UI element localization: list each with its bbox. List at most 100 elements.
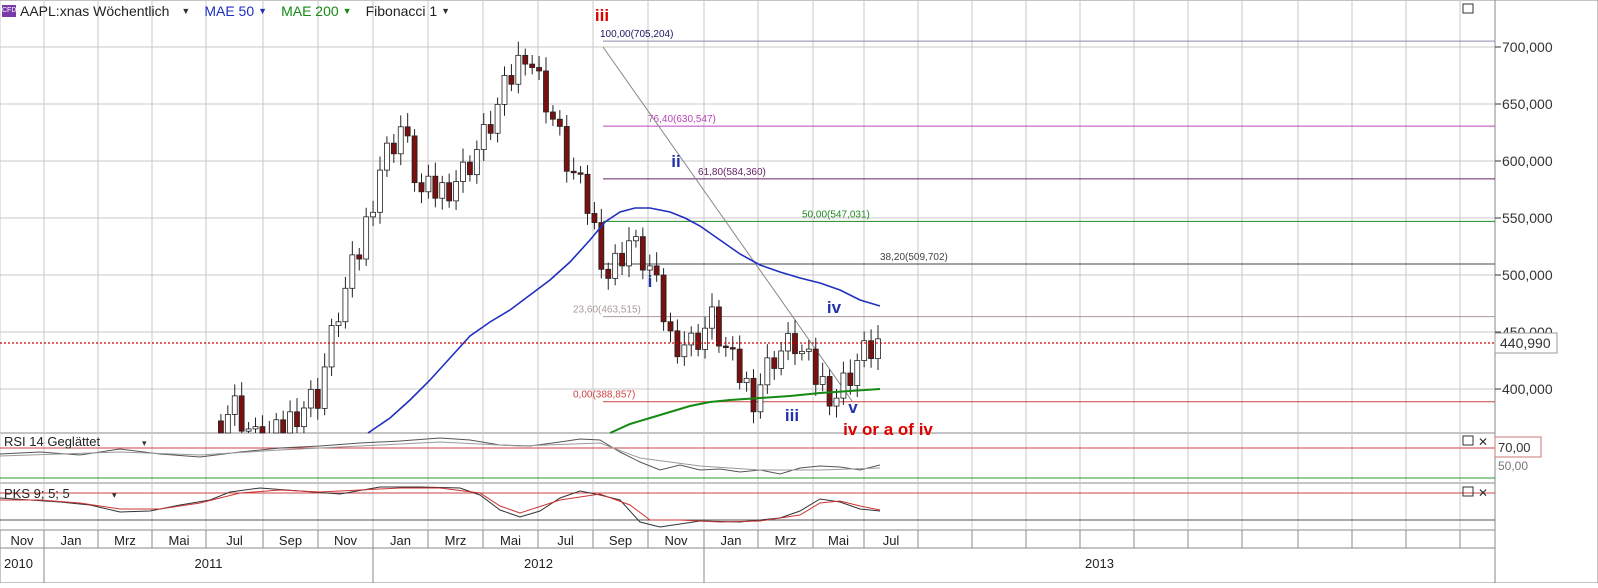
fib-level-label: 61,80(584,360) (698, 167, 766, 178)
maximize-rsi-icon[interactable] (1462, 435, 1474, 446)
month-tick-label: Jan (390, 533, 411, 548)
close-pks-icon[interactable]: ✕ (1478, 486, 1488, 500)
candle-down (294, 411, 300, 428)
candle-up (397, 126, 404, 155)
month-tick-label: Nov (334, 533, 358, 548)
price-axis: 700,000650,000600,000550,000500,000450,0… (1495, 39, 1553, 397)
pks-panel (0, 482, 1496, 531)
cfd-icon: CFD (2, 5, 16, 17)
candle-up (370, 211, 376, 218)
candle-up (321, 366, 328, 409)
month-tick-label: Jul (883, 533, 900, 548)
mae200-label: MAE 200 (281, 3, 339, 19)
month-tick-label: Jul (226, 533, 243, 548)
candle-up (224, 414, 231, 434)
month-tick-label: Jan (61, 533, 82, 548)
fib-level-label: 76,40(630,547) (648, 114, 716, 125)
candle-up (301, 407, 307, 428)
wave-label-iii-top: iii (595, 6, 609, 25)
month-tick-label: Jul (557, 533, 574, 548)
year-tick-label: 2012 (524, 556, 553, 571)
wave-label-iv: iv (827, 298, 842, 317)
month-tick-label: Mai (828, 533, 849, 548)
candle-up (515, 54, 522, 85)
year-tick-label: 2011 (195, 556, 223, 571)
month-tick-label: Mrz (114, 533, 136, 548)
last-price-box (1494, 332, 1558, 354)
candle-down (446, 182, 453, 202)
year-tick-label: 2013 (1085, 556, 1114, 571)
candle-down (619, 252, 625, 267)
month-tick-label: Mai (169, 533, 190, 548)
candle-up (785, 333, 791, 352)
wave-label-ii: ii (671, 152, 680, 171)
symbol-selector[interactable]: CFD AAPL:xnas Wöchentlich ▼ (0, 3, 190, 19)
candle-down (432, 175, 439, 199)
pks-menu-icon[interactable]: ▾ (112, 490, 117, 500)
candle-down (536, 67, 542, 72)
candle-down (695, 332, 702, 350)
last-price-label: 440,990 (1500, 335, 1551, 351)
candle-up (833, 397, 840, 407)
indicator-mae50[interactable]: MAE 50 ▼ (204, 3, 267, 19)
candle-down (556, 118, 563, 127)
close-rsi-icon[interactable]: ✕ (1478, 435, 1488, 449)
candle-down (356, 254, 363, 260)
candle-up (709, 306, 715, 329)
fib-level-label: 50,00(547,031) (802, 209, 870, 220)
month-tick-label: Nov (664, 533, 688, 548)
rsi-mid-label: 50,00 (1498, 459, 1528, 473)
candle-up (307, 388, 314, 409)
pks-panel-title: PKS 9; 5; 5 (4, 486, 70, 501)
candle-up (702, 327, 708, 350)
wave-label-iii-low: iii (785, 406, 799, 425)
candle-down (280, 419, 287, 434)
candle-up (764, 357, 771, 386)
fibonacci-trend-line[interactable] (602, 46, 853, 402)
candle-up (501, 75, 508, 105)
candle-down (529, 63, 536, 68)
candle-down (508, 75, 515, 85)
mae-200-line (609, 388, 881, 434)
maximize-pks-icon[interactable] (1462, 486, 1474, 497)
candlesticks (218, 41, 881, 434)
wave-label-iv-or-a: iv or a of iv (843, 420, 933, 439)
candle-up (681, 344, 688, 358)
fibonacci-levels: 100,00(705,204) 76,40(630,547) 61,80(584,3… (573, 29, 1495, 403)
chevron-down-icon: ▼ (181, 6, 191, 16)
candle-down (812, 348, 819, 385)
month-tick-label: Sep (609, 533, 632, 548)
candle-down (550, 111, 556, 120)
candle-down (660, 274, 667, 323)
candle-up (328, 325, 335, 368)
candle-down (584, 173, 591, 214)
wave-label-v: v (848, 398, 858, 417)
candle-up (342, 287, 349, 323)
maximize-price-icon[interactable] (1462, 3, 1474, 14)
rsi-menu-icon[interactable]: ▾ (142, 438, 147, 448)
rsi-level-label: 70,00 (1498, 440, 1531, 455)
symbol-label: AAPL:xnas Wöchentlich (20, 3, 170, 19)
candle-down (390, 142, 397, 155)
rsi-panel (0, 432, 1496, 484)
year-tick-label: 2010 (4, 556, 33, 571)
indicator-fibonacci[interactable]: Fibonacci 1 ▼ (366, 3, 451, 19)
candle-down (639, 236, 646, 271)
candle-down (674, 330, 681, 358)
candle-down (847, 372, 854, 386)
chevron-down-icon: ▼ (342, 6, 352, 16)
rsi-signal-line (0, 441, 881, 471)
wave-label-i: i (648, 272, 653, 291)
month-tick-label: Sep (279, 533, 302, 548)
candle-down (467, 161, 473, 176)
price-panel (0, 0, 1496, 434)
candle-down (729, 347, 736, 350)
candle-up (494, 103, 501, 134)
candle-up (439, 182, 446, 199)
indicator-mae200[interactable]: MAE 200 ▼ (281, 3, 352, 19)
candle-up (799, 350, 805, 355)
candle-up (819, 376, 826, 385)
month-tick-label: Jan (721, 533, 742, 548)
